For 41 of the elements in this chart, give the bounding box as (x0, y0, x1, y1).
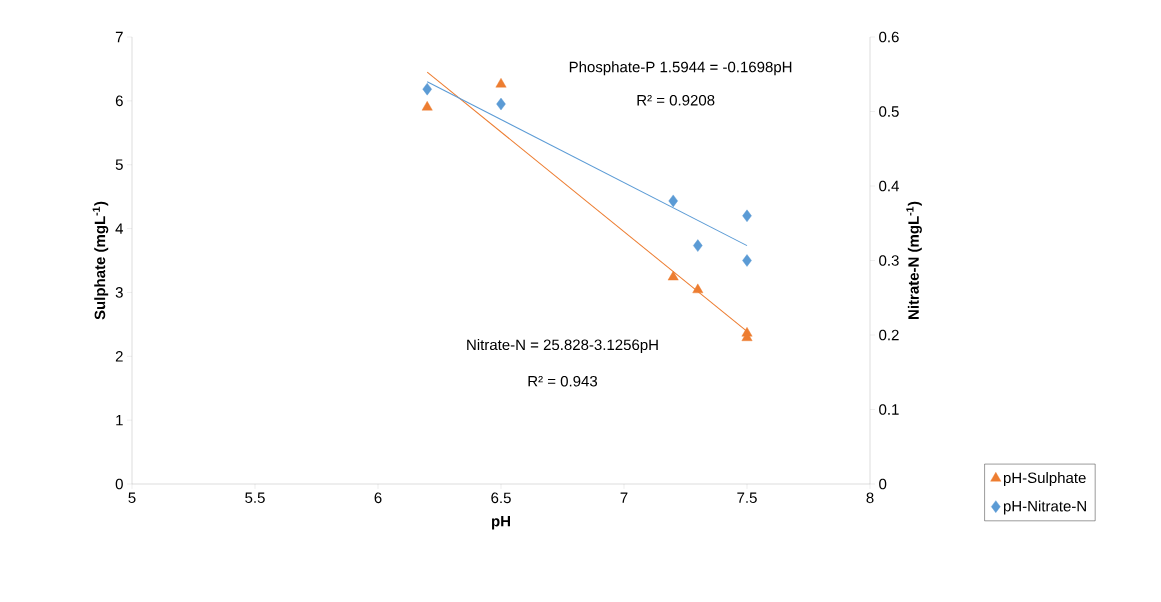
y2-tick-label: 0.6 (879, 31, 899, 43)
y-tick-label: 3 (115, 287, 123, 298)
y-tick-label: 7 (115, 31, 123, 43)
y-tick-label: 4 (115, 223, 124, 234)
x-axis-title: pH (492, 516, 510, 530)
y2-axis-title: Nitrate-N (mgL$^{-1}$) (906, 201, 922, 319)
y2-tick-label: 0.3 (879, 255, 899, 266)
y-tick-label: 1 (116, 414, 123, 426)
annotation: Nitrate-N = 25.828-3.1256pH (467, 339, 658, 354)
x-tick-label: 5.5 (245, 492, 265, 503)
x-tick-label: 6.5 (491, 492, 511, 504)
x-tick-label: 5 (128, 492, 136, 503)
y-axis-title: Sulphate (mgL$^{-1}$) (92, 201, 109, 320)
point (496, 97, 506, 111)
point (692, 283, 704, 294)
y-tick-label: 2 (115, 351, 123, 362)
point (422, 82, 432, 96)
x-tick-label: 7.5 (737, 492, 757, 503)
y2-tick-label: 0.1 (879, 404, 899, 415)
x-tick-label: 8 (866, 492, 874, 504)
point (495, 78, 507, 88)
legend-label: pH-Sulphate (1003, 472, 1086, 487)
legend-label: pH-Nitrate-N (1003, 500, 1086, 515)
y2-tick-label: 0.4 (879, 180, 899, 192)
annotation: Phosphate-P 1.5944 = -0.1698pH (569, 61, 792, 76)
annotation: R² = 0.9208 (637, 94, 715, 106)
x-tick-label: 6 (374, 492, 382, 504)
point (693, 239, 703, 252)
y-tick-label: 5 (115, 159, 123, 170)
y2-tick-label: 0.5 (879, 106, 899, 117)
y2-tick-label: 0 (879, 478, 887, 490)
y-tick-label: 6 (115, 95, 123, 107)
point (421, 101, 433, 111)
point (742, 209, 752, 222)
x-tick-label: 7 (620, 492, 628, 503)
annotation: R² = 0.943 (528, 375, 598, 387)
point (667, 270, 679, 281)
point (742, 254, 752, 267)
y2-tick-label: 0.2 (879, 329, 899, 341)
y-tick-label: 0 (115, 478, 123, 490)
point (668, 194, 678, 208)
